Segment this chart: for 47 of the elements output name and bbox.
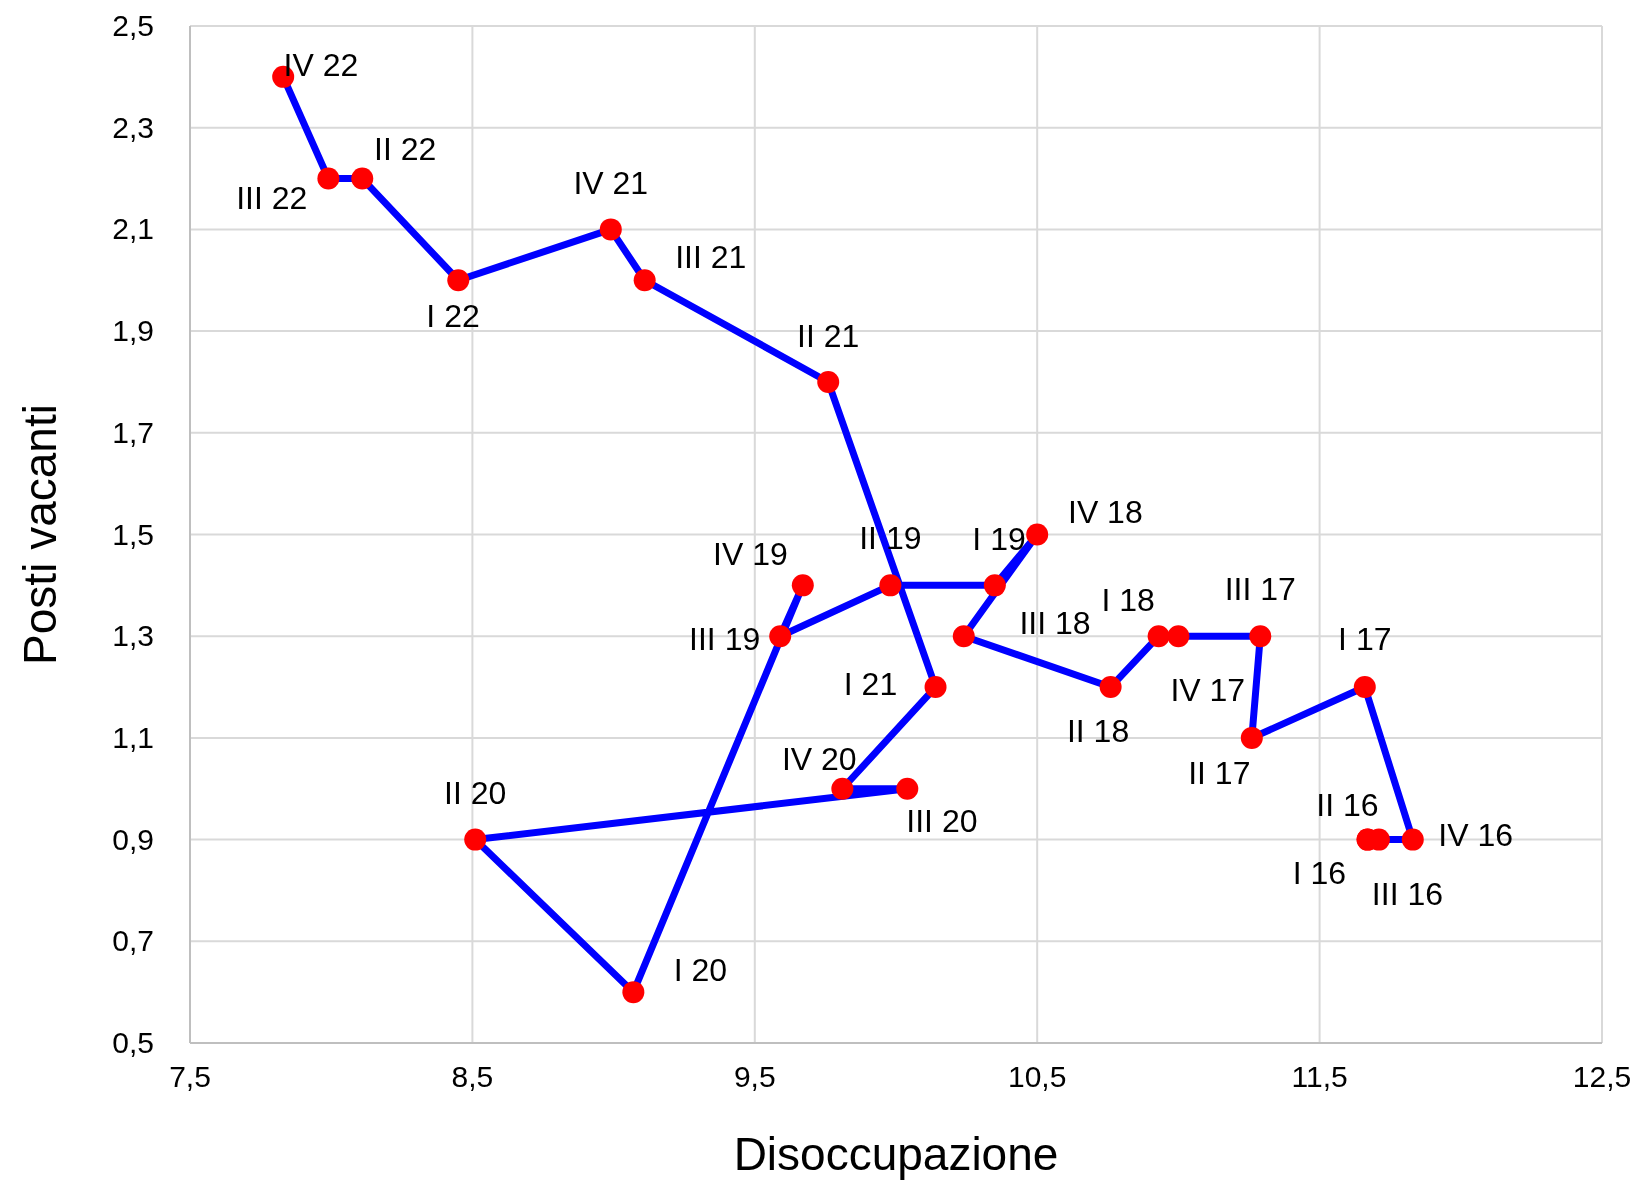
- annotation: III 18: [1019, 604, 1091, 641]
- y-tick-label: 1,7: [112, 415, 154, 449]
- x-axis-title: Disoccupazione: [733, 1128, 1059, 1180]
- annotation: III 22: [236, 180, 308, 217]
- x-tick-label: 8,5: [451, 1060, 494, 1093]
- annotation: I 16: [1292, 855, 1347, 892]
- annotation: IV 18: [1067, 494, 1143, 531]
- annotation: III 21: [675, 239, 747, 276]
- x-tick-label: 7,5: [169, 1060, 211, 1093]
- y-axis-title: Posti vacanti: [14, 404, 66, 665]
- annotation: II 21: [797, 317, 860, 354]
- annotation: I 17: [1338, 620, 1392, 657]
- annotation: III 20: [906, 803, 978, 840]
- annotation: I 18: [1101, 581, 1155, 618]
- x-tick-label: 9,5: [733, 1060, 776, 1093]
- y-tick-label: 0,5: [112, 1026, 154, 1059]
- y-tick-label: 2,5: [112, 9, 154, 42]
- annotation: II 16: [1316, 787, 1379, 823]
- annotation: IV 22: [283, 47, 359, 84]
- annotation: II 17: [1188, 754, 1251, 791]
- annotation: IV 17: [1170, 671, 1246, 708]
- annotation: III 16: [1371, 876, 1444, 913]
- y-tick-label: 1,1: [112, 720, 154, 754]
- y-tick-label: 2,3: [112, 110, 154, 144]
- annotation: I 22: [426, 297, 480, 334]
- annotation: III 19: [689, 621, 761, 658]
- annotation: II 18: [1066, 713, 1130, 750]
- y-tick-label: 2,1: [112, 212, 154, 246]
- x-tick-label: 12,5: [1572, 1060, 1632, 1093]
- x-tick-label: 11,5: [1291, 1060, 1348, 1093]
- annotation: III 17: [1224, 571, 1296, 608]
- y-tick-label: 0,9: [112, 822, 154, 856]
- annotation: I 20: [673, 952, 728, 989]
- annotation: IV 19: [713, 535, 788, 572]
- annotation: IV 16: [1438, 817, 1514, 854]
- annotation: II 20: [444, 775, 507, 812]
- annotation: IV 21: [573, 165, 649, 202]
- annotation: IV 20: [781, 741, 857, 778]
- annotation: I 19: [972, 521, 1026, 558]
- x-tick-label: 10,5: [1008, 1060, 1067, 1093]
- annotation: II 19: [859, 520, 922, 557]
- y-tick-label: 1,3: [112, 619, 154, 653]
- y-tick-label: 1,5: [112, 517, 154, 551]
- annotation: I 21: [843, 665, 898, 702]
- annotation: II 22: [374, 131, 437, 168]
- y-tick-label: 1,9: [112, 314, 154, 348]
- y-tick-label: 0,7: [112, 924, 154, 958]
